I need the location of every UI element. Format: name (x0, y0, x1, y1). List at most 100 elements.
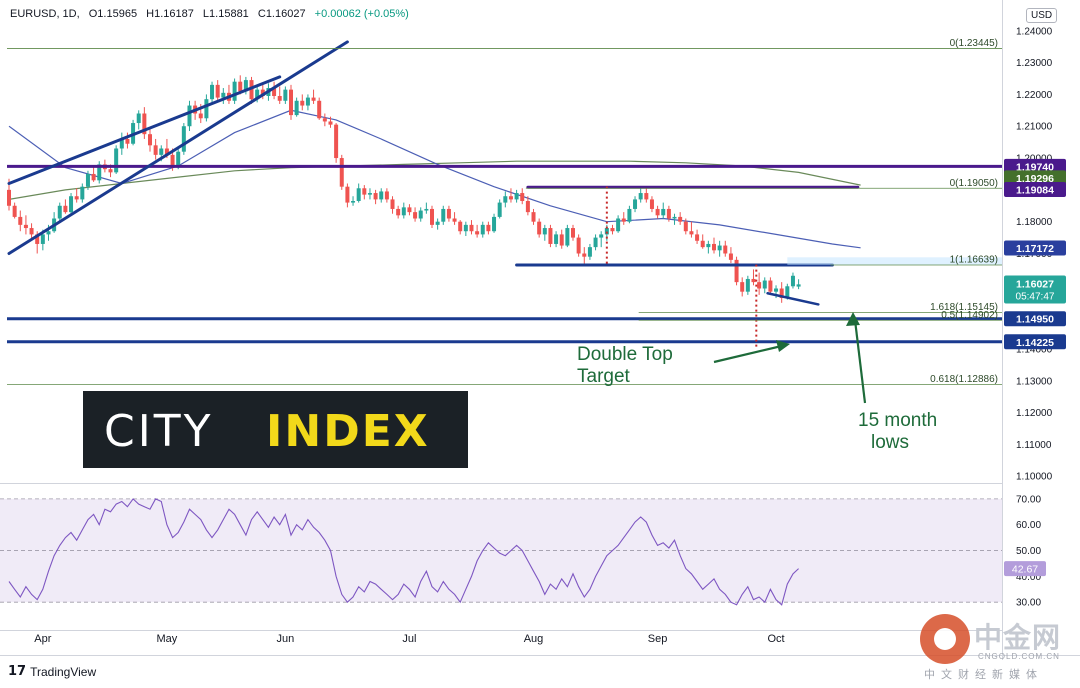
price-tick-label: 1.23000 (1016, 58, 1053, 69)
candle (362, 188, 367, 195)
candle (452, 218, 457, 222)
tradingview-brand[interactable]: 17 TradingView (8, 664, 96, 679)
currency-button[interactable]: USD (1026, 8, 1058, 23)
candle (322, 118, 327, 122)
candle (91, 173, 96, 181)
price-tick-label: 1.14000 (1016, 344, 1053, 355)
rsi-tick-label: 70.00 (1016, 494, 1041, 505)
candle (790, 275, 795, 287)
candle (119, 138, 124, 149)
candle (542, 228, 547, 235)
candle (796, 284, 801, 287)
time-tick-label: Sep (648, 633, 668, 645)
candle (46, 231, 51, 235)
candle (779, 288, 784, 299)
candle (627, 208, 632, 222)
candle (435, 221, 440, 225)
arrow-head-icon (776, 340, 790, 352)
candle (35, 234, 40, 244)
time-tick-label: Jul (402, 633, 416, 645)
candle (294, 100, 299, 116)
candle (633, 199, 638, 209)
time-axis[interactable]: Apr May Jun Jul Aug Sep Oct (34, 633, 784, 645)
candle (497, 202, 502, 217)
candle (638, 193, 643, 200)
candle (401, 207, 406, 216)
candle (125, 138, 130, 144)
candle (610, 228, 615, 232)
candle (12, 205, 17, 217)
candle (396, 208, 401, 216)
countdown-text: 05:47:47 (1016, 291, 1055, 302)
candle (136, 113, 141, 124)
candle (774, 288, 779, 292)
annotation-double-top-target: Target (577, 366, 631, 387)
candle (23, 224, 28, 229)
price-tick-label: 1.24000 (1016, 26, 1053, 37)
candle (537, 221, 542, 235)
moving-averages (8, 109, 861, 249)
candle (148, 134, 152, 146)
fibonacci-levels: 0(1.23445) 0(1.19050) 1(1.16639) 1.618(1.15… (7, 38, 1002, 385)
time-tick-label: Jun (276, 633, 294, 645)
candle (689, 231, 694, 235)
candle (582, 253, 587, 257)
price-tag-text: 1.19084 (1016, 185, 1054, 197)
price-tag-text: 1.14950 (1016, 314, 1054, 326)
time-tick-label: Aug (524, 633, 544, 645)
candle (621, 218, 626, 222)
candle (243, 80, 248, 92)
tradingview-icon: 17 (8, 664, 27, 679)
candle (283, 89, 288, 101)
candle (29, 228, 34, 235)
logo-index: INDEX (266, 406, 430, 457)
candle (762, 280, 767, 289)
candle (666, 208, 671, 219)
candle (260, 89, 265, 96)
open-value: O1.15965 (88, 8, 138, 20)
candle (740, 282, 745, 292)
candle (554, 234, 559, 244)
symbol-header: EURUSD, 1D, O1.15965 H1.16187 L1.15881 C… (10, 8, 415, 20)
candle (142, 113, 147, 135)
candle (390, 199, 395, 209)
close-value: C1.16027 (257, 8, 306, 20)
candle (328, 121, 333, 125)
high-value: H1.16187 (146, 8, 194, 20)
candle (599, 234, 604, 238)
price-tag (1004, 182, 1066, 198)
candle (424, 208, 429, 211)
candle (170, 154, 175, 166)
candle (255, 89, 260, 100)
price-tick-label: 1.18000 (1016, 217, 1053, 228)
candle (367, 193, 372, 195)
candle (351, 201, 356, 203)
candle (480, 224, 485, 235)
rsi-panel (0, 498, 1002, 606)
candle (407, 207, 412, 213)
fib-label: 0(1.23445) (950, 38, 998, 49)
cngold-domain: CNGOLD.COM.CN (978, 652, 1060, 661)
rsi-value-tag (1004, 561, 1046, 577)
candle (80, 186, 85, 200)
candle (345, 186, 350, 203)
candle (210, 84, 215, 100)
candle (339, 158, 344, 187)
low-value: L1.15881 (202, 8, 249, 20)
symbol-label[interactable]: EURUSD, 1D, (10, 8, 80, 20)
candle (661, 208, 666, 216)
trend-line (7, 40, 349, 255)
candle (785, 286, 790, 299)
candle (672, 216, 677, 219)
candle (565, 228, 570, 246)
price-tag (1004, 170, 1066, 186)
candle (706, 243, 711, 248)
city-index-logo: CITY INDEX (83, 391, 468, 468)
ma-fast-line (8, 109, 861, 249)
candle (40, 234, 45, 244)
rsi-tick-label: 50.00 (1016, 546, 1041, 557)
candle (289, 89, 293, 116)
